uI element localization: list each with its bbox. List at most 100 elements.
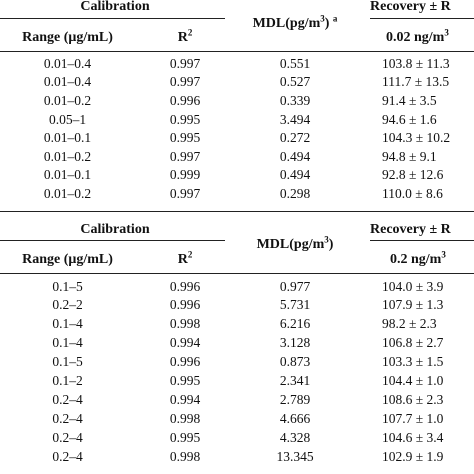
range-cell: 0.01–0.4 xyxy=(43,56,92,71)
mdl-cell: 0.272 xyxy=(279,130,311,145)
recovery-cell: 107.7 ± 1.0 xyxy=(382,411,444,426)
table-row: 0.01–0.2 0.997 0.298 110.0 ± 8.6 xyxy=(0,185,474,203)
table-row: 0.2–4 0.998 4.666 107.7 ± 1.0 xyxy=(0,410,474,428)
recovery-header: Recovery ± R xyxy=(370,0,451,14)
mdl-cell: 0.339 xyxy=(279,93,311,108)
r2-cell: 0.997 xyxy=(169,186,201,201)
recovery-cell: 103.3 ± 1.5 xyxy=(382,354,444,369)
r2-cell: 0.995 xyxy=(169,373,201,388)
mdl-header: MDL(pg/m3) a xyxy=(252,13,338,31)
recovery-cell: 111.7 ± 13.5 xyxy=(382,74,450,89)
mdl-cell: 2.341 xyxy=(279,373,311,388)
recovery-cell: 94.6 ± 1.6 xyxy=(382,112,437,127)
table-row: 0.2–4 0.995 4.328 104.6 ± 3.4 xyxy=(0,429,474,447)
r2-cell: 0.998 xyxy=(169,449,201,464)
r2-cell: 0.999 xyxy=(169,167,201,182)
recovery-cell: 104.3 ± 10.2 xyxy=(382,130,451,145)
mdl-cell: 0.527 xyxy=(279,74,311,89)
r2-cell: 0.996 xyxy=(169,279,201,294)
table-row: 0.1–5 0.996 0.977 104.0 ± 3.9 xyxy=(0,278,474,296)
mdl-cell: 4.666 xyxy=(279,411,311,426)
table-2: Calibration MDL(pg/m3) Recovery ± R Rang… xyxy=(0,215,474,474)
r2-header: R2 xyxy=(177,249,193,267)
table-row: 0.01–0.2 0.996 0.339 91.4 ± 3.5 xyxy=(0,92,474,110)
table-row: 0.1–5 0.996 0.873 103.3 ± 1.5 xyxy=(0,353,474,371)
recovery-cell: 104.4 ± 1.0 xyxy=(382,373,444,388)
table-row: 0.01–0.2 0.997 0.494 94.8 ± 9.1 xyxy=(0,148,474,166)
mdl-header: MDL(pg/m3) xyxy=(256,234,334,252)
spike-header: 0.2 ng/m3 xyxy=(390,249,446,267)
mdl-cell: 2.789 xyxy=(279,392,311,407)
mdl-cell: 0.551 xyxy=(279,56,311,71)
recovery-underline xyxy=(370,240,474,241)
mdl-cell: 4.328 xyxy=(279,430,311,445)
mdl-cell: 0.494 xyxy=(279,149,311,164)
mdl-cell: 0.298 xyxy=(279,186,311,201)
range-cell: 0.1–5 xyxy=(52,279,83,294)
table-1: Calibration MDL(pg/m3) a Recovery ± R Ra… xyxy=(0,0,474,215)
r2-header: R2 xyxy=(177,27,193,45)
header-rule xyxy=(0,273,474,274)
calibration-header: Calibration xyxy=(80,0,150,14)
table-row: 0.01–0.4 0.997 0.527 111.7 ± 13.5 xyxy=(0,73,474,91)
recovery-header: Recovery ± R xyxy=(370,222,451,237)
table-row: 0.05–1 0.995 3.494 94.6 ± 1.6 xyxy=(0,111,474,129)
table-row: 0.01–0.1 0.995 0.272 104.3 ± 10.2 xyxy=(0,129,474,147)
r2-cell: 0.995 xyxy=(169,130,201,145)
bottom-rule xyxy=(0,211,474,212)
range-header: Range (μg/mL) xyxy=(22,252,113,267)
range-cell: 0.05–1 xyxy=(48,112,87,127)
range-cell: 0.2–4 xyxy=(52,430,83,445)
table-row: 0.01–0.1 0.999 0.494 92.8 ± 12.6 xyxy=(0,166,474,184)
r2-cell: 0.996 xyxy=(169,297,201,312)
recovery-cell: 104.6 ± 3.4 xyxy=(382,430,444,445)
mdl-cell: 0.977 xyxy=(279,279,311,294)
range-cell: 0.2–4 xyxy=(52,411,83,426)
header-rule xyxy=(0,51,474,52)
calibration-underline xyxy=(0,240,225,241)
r2-cell: 0.997 xyxy=(169,56,201,71)
r2-cell: 0.998 xyxy=(169,316,201,331)
range-cell: 0.1–5 xyxy=(52,354,83,369)
table-row: 0.01–0.4 0.997 0.551 103.8 ± 11.3 xyxy=(0,55,474,73)
table-row: 0.2–2 0.996 5.731 107.9 ± 1.3 xyxy=(0,296,474,314)
range-header: Range (μg/mL) xyxy=(22,30,113,45)
r2-cell: 0.996 xyxy=(169,354,201,369)
range-cell: 0.01–0.2 xyxy=(43,93,92,108)
range-cell: 0.2–2 xyxy=(52,297,83,312)
mdl-cell: 3.128 xyxy=(279,335,311,350)
recovery-cell: 104.0 ± 3.9 xyxy=(382,279,444,294)
range-cell: 0.1–4 xyxy=(52,335,83,350)
recovery-cell: 107.9 ± 1.3 xyxy=(382,297,444,312)
range-cell: 0.2–4 xyxy=(52,392,83,407)
mdl-cell: 0.494 xyxy=(279,167,311,182)
mdl-cell: 3.494 xyxy=(279,112,311,127)
r2-cell: 0.996 xyxy=(169,93,201,108)
range-cell: 0.01–0.4 xyxy=(43,74,92,89)
table-row: 0.2–4 0.998 13.345 102.9 ± 1.9 xyxy=(0,448,474,466)
range-cell: 0.1–4 xyxy=(52,316,83,331)
mdl-cell: 13.345 xyxy=(276,449,314,464)
range-cell: 0.01–0.1 xyxy=(43,130,92,145)
range-cell: 0.01–0.1 xyxy=(43,167,92,182)
recovery-cell: 110.0 ± 8.6 xyxy=(382,186,443,201)
r2-cell: 0.995 xyxy=(169,430,201,445)
range-cell: 0.01–0.2 xyxy=(43,149,92,164)
recovery-cell: 91.4 ± 3.5 xyxy=(382,93,437,108)
recovery-cell: 94.8 ± 9.1 xyxy=(382,149,437,164)
recovery-underline xyxy=(370,18,474,19)
mdl-cell: 5.731 xyxy=(279,297,311,312)
recovery-cell: 98.2 ± 2.3 xyxy=(382,316,437,331)
r2-cell: 0.997 xyxy=(169,74,201,89)
mdl-cell: 0.873 xyxy=(279,354,311,369)
calibration-underline xyxy=(0,18,225,19)
table-row: 0.1–2 0.995 2.341 104.4 ± 1.0 xyxy=(0,372,474,390)
table-row: 0.1–4 0.998 6.216 98.2 ± 2.3 xyxy=(0,315,474,333)
recovery-cell: 106.8 ± 2.7 xyxy=(382,335,444,350)
r2-cell: 0.997 xyxy=(169,149,201,164)
table-row: 0.1–4 0.994 3.128 106.8 ± 2.7 xyxy=(0,334,474,352)
r2-cell: 0.998 xyxy=(169,411,201,426)
spike-header: 0.02 ng/m3 xyxy=(386,27,449,45)
r2-cell: 0.995 xyxy=(169,112,201,127)
